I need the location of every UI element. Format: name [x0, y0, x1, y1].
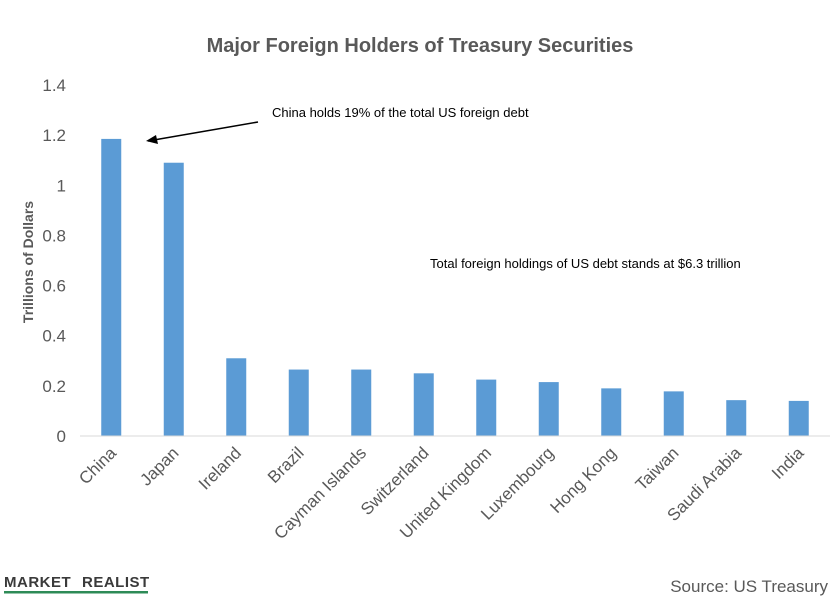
y-tick-label: 0.8 [42, 226, 66, 245]
y-tick-label: 1 [57, 176, 66, 195]
bar-japan [163, 162, 184, 436]
brand-word-market: MARKET [4, 574, 71, 591]
bar-india [788, 400, 809, 436]
x-tick-label: Ireland [195, 443, 245, 493]
y-tick-label: 0.6 [42, 277, 66, 296]
y-tick-label: 0.2 [42, 377, 66, 396]
y-tick-label: 1.2 [42, 126, 66, 145]
chart-title: Major Foreign Holders of Treasury Securi… [207, 35, 634, 57]
annotation-china-text: China holds 19% of the total US foreign … [272, 105, 529, 120]
bar-ireland [226, 358, 247, 436]
x-tick-label: Hong Kong [546, 443, 620, 517]
y-axis-label: Trillions of Dollars [20, 201, 36, 323]
annotation-arrow [147, 121, 259, 142]
bar-united-kingdom [476, 379, 497, 436]
bar-hong-kong [601, 388, 622, 436]
bar-taiwan [663, 391, 684, 436]
x-tick-label: Japan [136, 443, 182, 489]
x-tick-label: Taiwan [632, 443, 683, 494]
annotation-china: China holds 19% of the total US foreign … [146, 105, 529, 144]
y-tick-label: 1.4 [42, 76, 66, 95]
brand-logo: MARKET REALIST [4, 574, 150, 594]
bars [101, 138, 809, 436]
y-tick-label: 0.4 [42, 327, 66, 346]
bar-saudi-arabia [726, 400, 747, 436]
source-note: Source: US Treasury [670, 577, 828, 596]
bar-cayman-islands [351, 369, 372, 436]
brand-word-realist: REALIST [82, 574, 150, 591]
bar-switzerland [413, 373, 434, 436]
bar-luxembourg [538, 382, 559, 436]
annotation-arrowhead [146, 135, 158, 144]
y-tick-label: 0 [57, 427, 66, 446]
bar-china [101, 138, 122, 436]
brand-underline [4, 591, 148, 594]
annotation-total-text: Total foreign holdings of US debt stands… [430, 256, 741, 271]
x-tick-label: Brazil [264, 443, 307, 486]
x-tick-label: India [768, 443, 808, 483]
y-axis: 0 0.2 0.4 0.6 0.8 1 1.2 1.4 [42, 76, 66, 446]
bar-brazil [288, 369, 309, 436]
x-tick-label: China [75, 443, 120, 488]
